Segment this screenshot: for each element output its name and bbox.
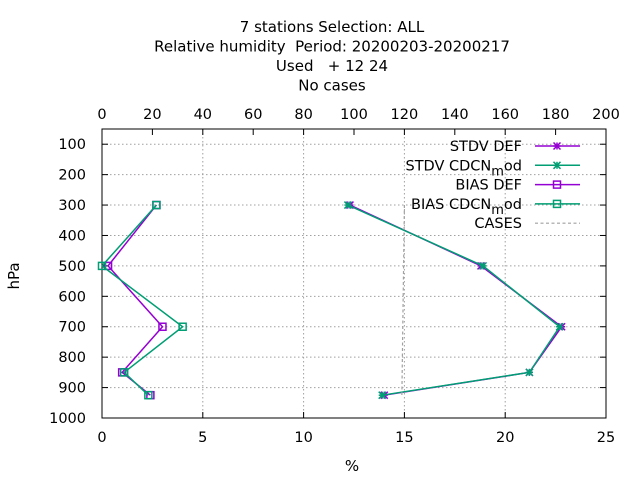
series-line — [349, 204, 563, 396]
legend-label: STDV CDCNmod — [405, 158, 522, 179]
data-point — [119, 368, 129, 377]
x2-tick-label: 100 — [340, 107, 368, 123]
x2-tick-label: 200 — [592, 107, 620, 123]
y-tick-label: 400 — [58, 228, 86, 244]
data-point — [178, 322, 187, 331]
series-1 — [343, 201, 564, 400]
x2-tick-label: 0 — [97, 107, 106, 123]
grid — [102, 129, 606, 418]
x2-tick-label: 80 — [294, 107, 312, 123]
y-tick-label: 500 — [58, 259, 86, 275]
x-tick-label: 25 — [597, 430, 615, 446]
x-tick-label: 10 — [294, 430, 312, 446]
y-tick-label: 100 — [58, 137, 86, 153]
y-tick-label: 300 — [58, 198, 86, 214]
x-axis-label: % — [345, 457, 359, 475]
plot-frame — [101, 128, 607, 419]
title-line: Used + 12 24 — [276, 57, 388, 75]
data-point — [103, 261, 113, 271]
series-line — [107, 204, 164, 396]
x-tick-label: 0 — [97, 430, 106, 446]
data-point — [152, 200, 161, 210]
series-line — [401, 205, 405, 396]
y-axis-label: hPa — [5, 262, 23, 289]
legend-label: BIAS CDCNmod — [411, 197, 522, 218]
y-tick-label: 800 — [58, 350, 86, 366]
x-tick-label: 15 — [395, 430, 413, 446]
series-3 — [97, 200, 187, 400]
series-2 — [103, 200, 167, 400]
y-tick-label: 900 — [58, 381, 86, 397]
title-line: No cases — [298, 77, 366, 95]
y-tick-label: 700 — [58, 320, 86, 336]
data-point — [552, 180, 562, 189]
y-tick-label: 1000 — [49, 411, 86, 427]
data-point — [144, 390, 153, 400]
series-line — [100, 204, 184, 396]
title-line: 7 stations Selection: ALL — [240, 18, 425, 36]
x2-tick-label: 60 — [244, 107, 262, 123]
x2-tick-label: 180 — [542, 107, 570, 123]
title-line: Relative humidity Period: 20200203-20200… — [154, 38, 510, 56]
chart-title: 7 stations Selection: ALL Relative humidi… — [154, 18, 510, 95]
x2-tick-label: 160 — [491, 107, 519, 123]
series-line — [347, 204, 561, 396]
x2-tick-label: 40 — [194, 107, 212, 123]
data-point — [158, 322, 167, 331]
x2-tick-label: 20 — [143, 107, 161, 123]
x-tick-label: 5 — [198, 430, 207, 446]
data-point — [97, 261, 107, 271]
series-lines — [97, 200, 566, 400]
x2-tick-label: 140 — [441, 107, 469, 123]
x2-tick-label: 120 — [391, 107, 419, 123]
x-tick-label: 20 — [496, 430, 514, 446]
legend-label: CASES — [474, 216, 522, 232]
y-tick-label: 200 — [58, 168, 86, 184]
series-4 — [401, 205, 405, 396]
legend-label: STDV DEF — [450, 139, 522, 155]
data-point — [552, 199, 562, 209]
legend-label: BIAS DEF — [455, 178, 522, 194]
axis-ticks: 0 5 10 15 20 25 0 20 40 60 80 100 120 140 160 180 200 100… — [49, 107, 620, 446]
y-tick-label: 600 — [58, 289, 86, 305]
